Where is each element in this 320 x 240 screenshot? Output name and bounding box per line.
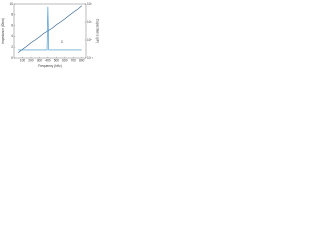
y-tick-label: 8 — [11, 13, 13, 17]
x-tick-label: 100 — [20, 58, 26, 62]
chart: Frequency (kHz) Impedance (Ohm) Capacita… — [1, 2, 100, 68]
y-tick-label: 6 — [11, 23, 13, 27]
plot-frame — [13, 3, 87, 59]
y2-tick-label: 10² — [87, 2, 92, 6]
y-tick-label: 2 — [11, 45, 13, 49]
x-tick-label: 600 — [62, 58, 68, 62]
x-axis-label: Frequency (kHz) — [38, 64, 62, 68]
x-tick-label: 200 — [28, 58, 34, 62]
y-tick-label: 10 — [9, 2, 13, 6]
y-tick-label: 0 — [11, 56, 13, 60]
annotation: C — [61, 40, 64, 44]
series-line — [18, 5, 82, 53]
y2-axis-label: Capacitance (pF) — [96, 19, 100, 43]
x-tick-label: 700 — [71, 58, 77, 62]
series-line — [18, 6, 82, 51]
y2-tick-label: 10¹ — [87, 20, 92, 24]
x-tick-label: 500 — [54, 58, 60, 62]
y-tick-label: 4 — [11, 34, 13, 38]
x-tick-label: 400 — [45, 58, 51, 62]
y-axis-label: Impedance (Ohm) — [1, 18, 5, 44]
x-tick-label: 800 — [79, 58, 85, 62]
y2-tick-label: 10⁻¹ — [87, 56, 93, 60]
x-tick-label: 300 — [37, 58, 43, 62]
y2-tick-label: 10⁰ — [87, 38, 93, 42]
